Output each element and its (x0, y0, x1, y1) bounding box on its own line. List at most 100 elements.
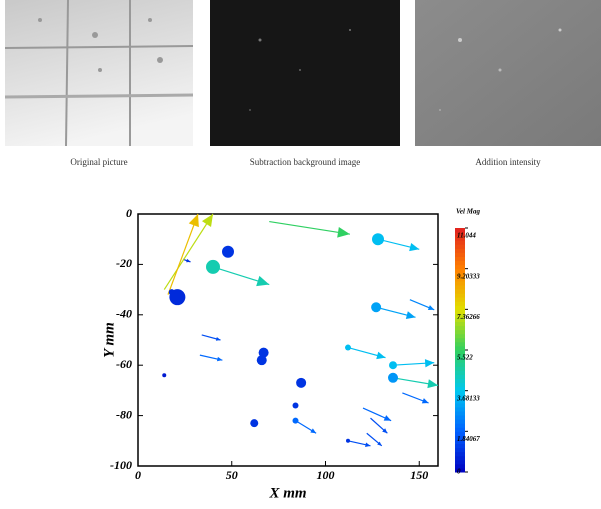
colorbar-segment (455, 463, 465, 469)
particle (292, 417, 299, 424)
particle (258, 347, 269, 358)
colorbar-segment (455, 459, 465, 465)
colorbar-tick-label: 5.522 (457, 354, 473, 362)
colorbar-segment (455, 419, 465, 424)
colorbar-segment (455, 386, 465, 392)
vector (167, 213, 199, 295)
vector-head (216, 356, 223, 362)
caption: Addition intensity (475, 157, 541, 167)
colorbar-segment (455, 427, 465, 432)
subtraction-image (210, 0, 400, 146)
y-tick-label: -80 (116, 407, 132, 421)
colorbar-segment (455, 321, 465, 327)
particle (346, 438, 350, 443)
colorbar-segment (455, 264, 465, 270)
vector-head (405, 311, 416, 320)
vector-head (409, 242, 420, 252)
vector-head (186, 258, 191, 263)
colorbar-segment (455, 228, 465, 233)
vector-head (215, 337, 221, 341)
particle (206, 259, 220, 274)
colorbar-segment (455, 248, 465, 253)
vector-head (427, 379, 438, 389)
colorbar-segment (455, 260, 465, 266)
colorbar-segment (455, 398, 465, 404)
colorbar-segment (455, 439, 465, 445)
colorbar-segment (455, 447, 465, 453)
plot-frame (137, 213, 439, 467)
colorbar-segment (455, 451, 465, 457)
x-tick-label: 150 (410, 468, 428, 482)
vector (163, 213, 214, 290)
vector (269, 220, 350, 235)
colorbar-segment (455, 345, 465, 351)
colorbar-segment (455, 317, 465, 323)
x-axis-label: X mm (268, 485, 306, 501)
colorbar-segment (455, 333, 465, 339)
colorbar-segment (455, 406, 465, 412)
x-tick-label: 0 (135, 468, 141, 482)
vector-head (201, 214, 213, 228)
colorbar-tick-label: 11.044 (457, 232, 476, 240)
colorbar-tick-label: 9.20333 (457, 272, 480, 280)
colorbar-segment (455, 305, 465, 310)
colorbar-segment (455, 280, 465, 286)
colorbar-tick-label: 1.84067 (457, 435, 480, 443)
particle (162, 373, 167, 378)
y-tick-label: 0 (126, 206, 132, 220)
colorbar-segment (455, 329, 465, 335)
colorbar-segment (455, 272, 465, 278)
colorbar-segment (455, 390, 465, 396)
vector-head (421, 398, 429, 404)
colorbar-segment (455, 256, 465, 262)
colorbar-segment (455, 325, 465, 331)
caption: Subtraction background image (250, 157, 360, 167)
original-image (4, 0, 194, 147)
colorbar-segment (455, 297, 465, 302)
colorbar-tick-label: 0 (457, 468, 461, 476)
colorbar-segment (455, 244, 465, 249)
colorbar-segment (455, 293, 465, 298)
particle (371, 302, 382, 313)
colorbar-segment (455, 415, 465, 420)
x-tick-label: 50 (226, 468, 238, 482)
particle (222, 245, 234, 258)
colorbar-segment (455, 301, 465, 306)
colorbar-segment (455, 362, 465, 367)
colorbar-tick-label: 3.68133 (456, 394, 480, 402)
colorbar-segment (455, 240, 465, 245)
vector-head (424, 359, 435, 368)
colorbar-segment (455, 443, 465, 449)
colorbar-segment (455, 370, 465, 375)
particle (292, 402, 299, 409)
y-tick-label: -40 (116, 307, 132, 321)
colorbar-segment (455, 423, 465, 428)
colorbar-segment (455, 284, 465, 290)
colorbar-segment (455, 358, 465, 363)
colorbar-segment (455, 354, 465, 359)
addition-image (415, 0, 601, 146)
particle (345, 344, 351, 351)
colorbar-segment (455, 435, 465, 440)
colorbar-segment (455, 378, 465, 384)
colorbar-segment (455, 341, 465, 347)
y-tick-label: -20 (116, 256, 132, 270)
y-tick-label: -60 (116, 357, 132, 371)
particle (168, 289, 175, 296)
particle (256, 355, 267, 366)
colorbar-segment (455, 382, 465, 388)
colorbar-segment (455, 431, 465, 436)
colorbar-segment (455, 276, 465, 282)
y-axis-label: Y mm (101, 322, 117, 358)
colorbar-segment (455, 467, 465, 473)
colorbar-segment (455, 252, 465, 257)
colorbar-segment (455, 366, 465, 371)
colorbar-tick-label: 7.36266 (457, 313, 480, 321)
colorbar-segment (455, 268, 465, 274)
colorbar-segment (455, 337, 465, 343)
particle (389, 361, 397, 370)
y-tick-label: -100 (110, 458, 132, 472)
colorbar-segment (455, 402, 465, 408)
